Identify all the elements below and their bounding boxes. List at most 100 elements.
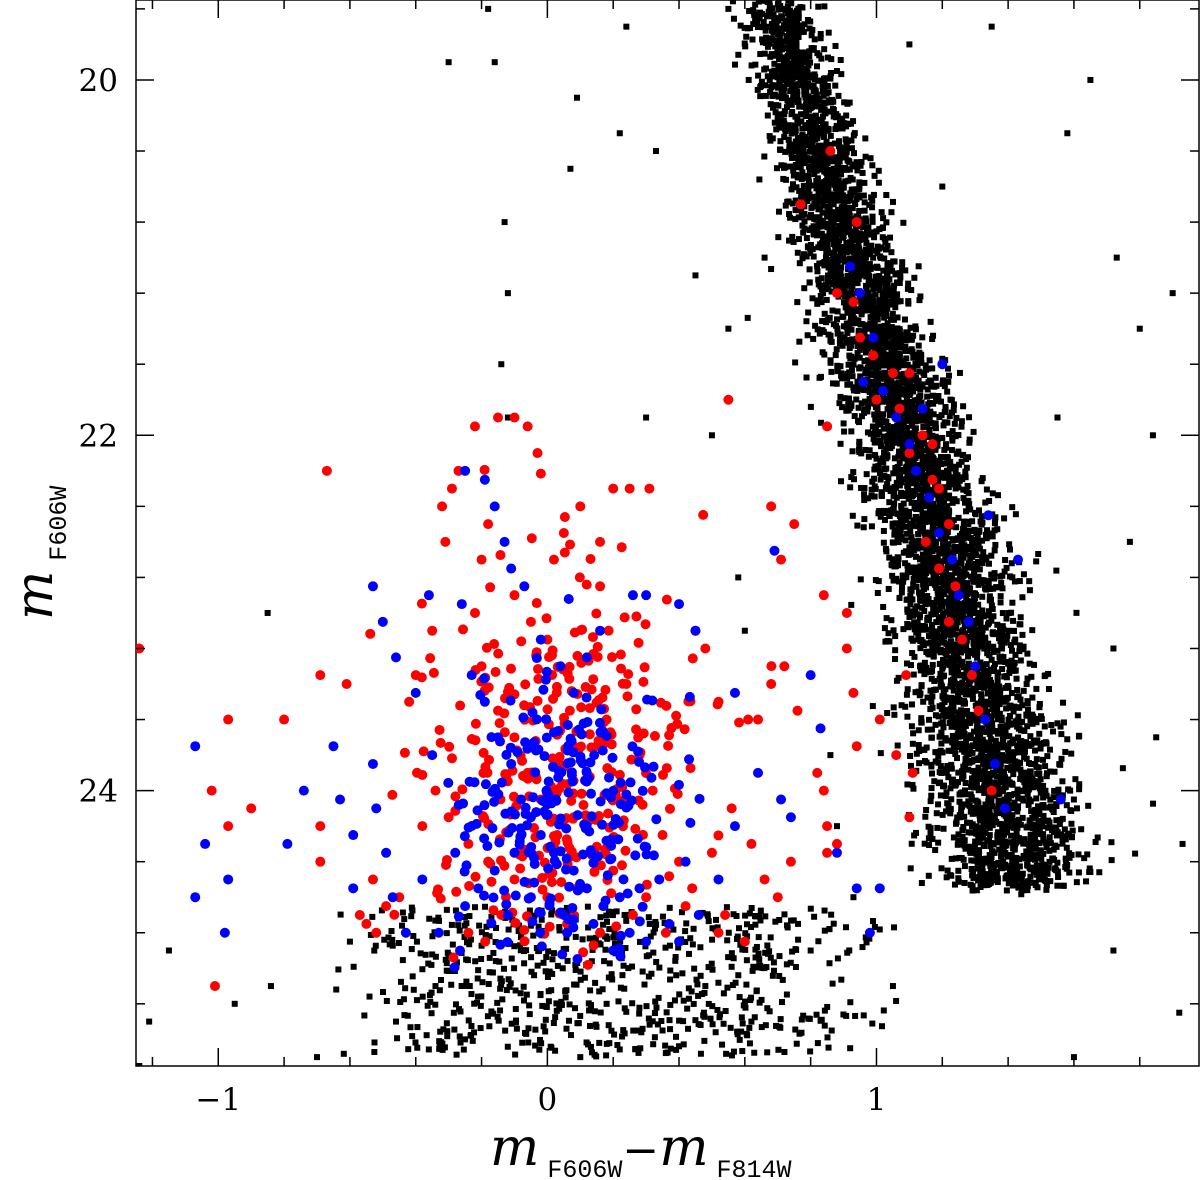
field-star-point <box>868 230 875 237</box>
field-star-point <box>871 411 878 418</box>
field-star-point <box>967 552 974 559</box>
field-star-point <box>1009 858 1016 865</box>
field-star-point <box>982 634 989 641</box>
field-star-point <box>773 22 780 29</box>
field-star-point <box>1059 778 1066 785</box>
field-star-point <box>958 746 965 753</box>
field-star-point <box>929 335 936 342</box>
field-star-point <box>830 321 837 328</box>
field-star-point <box>927 487 934 494</box>
field-star-point <box>1046 858 1053 865</box>
field-star-point <box>1076 732 1083 739</box>
field-star-point <box>950 607 957 614</box>
field-star-point <box>1009 812 1016 819</box>
field-star-point <box>956 548 963 555</box>
field-star-point <box>916 591 923 598</box>
field-star-point <box>971 728 978 735</box>
field-star-point <box>902 507 909 514</box>
field-star-point <box>903 380 910 387</box>
field-star-point <box>847 255 854 262</box>
field-star-point <box>799 255 806 262</box>
field-star-point <box>1058 731 1065 738</box>
field-star-point <box>795 10 802 17</box>
field-star-point <box>932 721 939 728</box>
field-star-point <box>803 253 810 260</box>
field-star-point <box>891 361 898 368</box>
field-star-point <box>911 575 918 582</box>
field-star-point <box>935 839 942 846</box>
field-star-point <box>861 484 868 491</box>
field-star-point <box>989 803 996 810</box>
field-star-point <box>827 108 834 115</box>
field-star-point <box>854 269 861 276</box>
field-star-point <box>821 46 828 53</box>
field-star-point <box>838 273 845 280</box>
field-star-point <box>932 581 939 588</box>
field-star-point <box>921 659 928 666</box>
field-star-point <box>996 683 1003 690</box>
field-star-point <box>935 505 942 512</box>
field-star-point <box>823 281 830 288</box>
field-star-point <box>888 400 895 407</box>
field-star-point <box>994 829 1001 836</box>
field-star-point <box>978 635 985 642</box>
field-star-point <box>974 854 981 861</box>
field-star-point <box>911 409 918 416</box>
field-star-point <box>994 832 1001 839</box>
field-star-point <box>857 162 864 169</box>
field-star-point <box>958 474 965 481</box>
field-star-point <box>965 798 972 805</box>
field-star-point <box>885 292 892 299</box>
field-star-point <box>834 170 841 177</box>
field-star-point <box>967 613 974 620</box>
field-star-point <box>926 452 933 459</box>
field-star-point <box>993 808 1000 815</box>
field-star-point <box>812 98 819 105</box>
field-star-point <box>771 91 778 98</box>
field-star-point <box>978 521 985 528</box>
field-star-point <box>867 155 874 162</box>
field-star-point <box>912 553 919 560</box>
field-star-point <box>845 281 852 288</box>
field-star-point <box>810 231 817 238</box>
field-star-point <box>819 217 826 224</box>
field-star-point <box>904 285 911 292</box>
field-star-point <box>1052 865 1059 872</box>
field-star-point <box>964 546 971 553</box>
field-star-point <box>950 481 957 488</box>
field-star-point <box>879 393 886 400</box>
field-star-point <box>913 750 920 757</box>
field-star-point <box>825 235 832 242</box>
field-star-point <box>958 582 965 589</box>
field-star-point <box>915 572 922 579</box>
field-star-point <box>908 336 915 343</box>
field-star-point <box>807 241 814 248</box>
field-star-point <box>882 453 889 460</box>
field-star-point <box>990 613 997 620</box>
field-star-point <box>904 471 911 478</box>
field-star-point <box>1029 627 1036 634</box>
field-star-point <box>953 714 960 721</box>
field-star-point <box>985 533 992 540</box>
field-star-point <box>963 669 970 676</box>
field-star-point <box>904 686 911 693</box>
field-star-point <box>1040 837 1047 844</box>
field-star-point <box>890 289 897 296</box>
field-star-point <box>798 144 805 151</box>
field-star-point <box>1053 801 1060 808</box>
field-star-point <box>869 162 876 169</box>
field-star-point <box>1013 860 1020 867</box>
field-star-point <box>1016 863 1023 870</box>
field-star-point <box>979 640 986 647</box>
field-star-point <box>737 22 744 29</box>
field-star-point <box>1016 835 1023 842</box>
field-star-point <box>937 792 944 799</box>
field-star-point <box>786 145 793 152</box>
field-star-point <box>1055 873 1062 880</box>
field-star-point <box>999 825 1006 832</box>
field-star-point <box>909 568 916 575</box>
field-star-point <box>996 627 1003 634</box>
field-star-point <box>918 359 925 366</box>
field-star-point <box>952 620 959 627</box>
field-star-point <box>847 318 854 325</box>
